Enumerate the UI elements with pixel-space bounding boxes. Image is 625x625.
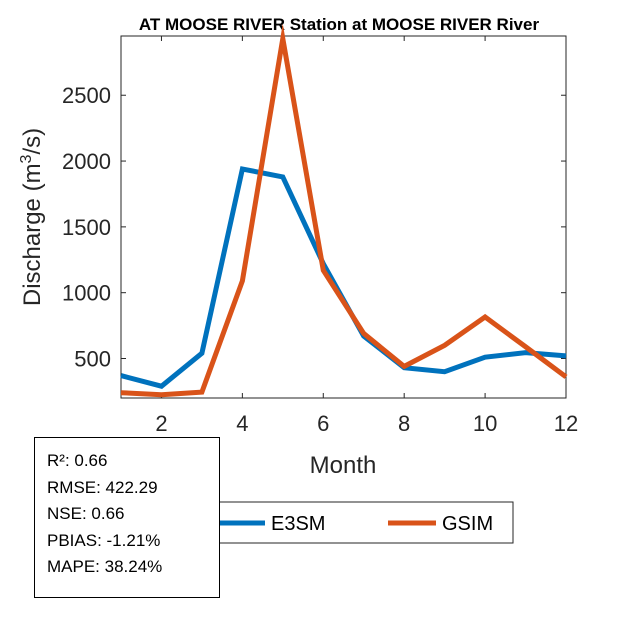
legend: E3SM GSIM [205, 501, 514, 544]
series-line-gsim [120, 23, 568, 398]
y-tick-label: 500 [74, 347, 111, 372]
x-axis-label: Month [310, 452, 377, 479]
x-tick-label: 4 [236, 411, 248, 436]
axis-ticks [121, 36, 567, 398]
y-axis-label: Discharge (m3/s) [18, 128, 46, 306]
x-tick-label: 2 [155, 411, 167, 436]
y-tick-label: 1500 [62, 215, 111, 240]
x-tick-label: 10 [473, 411, 497, 436]
x-tick-labels: 2 4 6 8 10 12 [155, 411, 578, 436]
metrics-box: R²: 0.66 RMSE: 422.29 NSE: 0.66 PBIAS: -… [34, 437, 220, 598]
chart-title: AT MOOSE RIVER Station at MOOSE RIVER Ri… [139, 15, 540, 34]
stat-rmse: RMSE: 422.29 [47, 477, 158, 497]
legend-label-gsim: GSIM [442, 513, 493, 535]
stat-nse: NSE: 0.66 [47, 504, 125, 523]
data-series [120, 23, 568, 398]
x-tick-label: 12 [554, 411, 578, 436]
legend-label-e3sm: E3SM [271, 513, 325, 535]
y-axis-label-main: Discharge (m [19, 163, 46, 306]
x-tick-label: 8 [398, 411, 410, 436]
y-tick-label: 2000 [62, 149, 111, 174]
y-tick-labels: 500 1000 1500 2000 2500 [62, 83, 111, 371]
plot-area [120, 35, 567, 399]
stat-pbias: PBIAS: -1.21% [47, 530, 161, 550]
y-tick-label: 1000 [62, 281, 111, 306]
x-tick-label: 6 [317, 411, 329, 436]
y-axis-label-end: /s) [19, 128, 46, 155]
stat-r2: R²: 0.66 [47, 451, 108, 470]
y-tick-label: 2500 [62, 83, 111, 108]
y-axis-label-superscript: 3 [18, 154, 35, 163]
stat-mape: MAPE: 38.24% [47, 557, 163, 576]
